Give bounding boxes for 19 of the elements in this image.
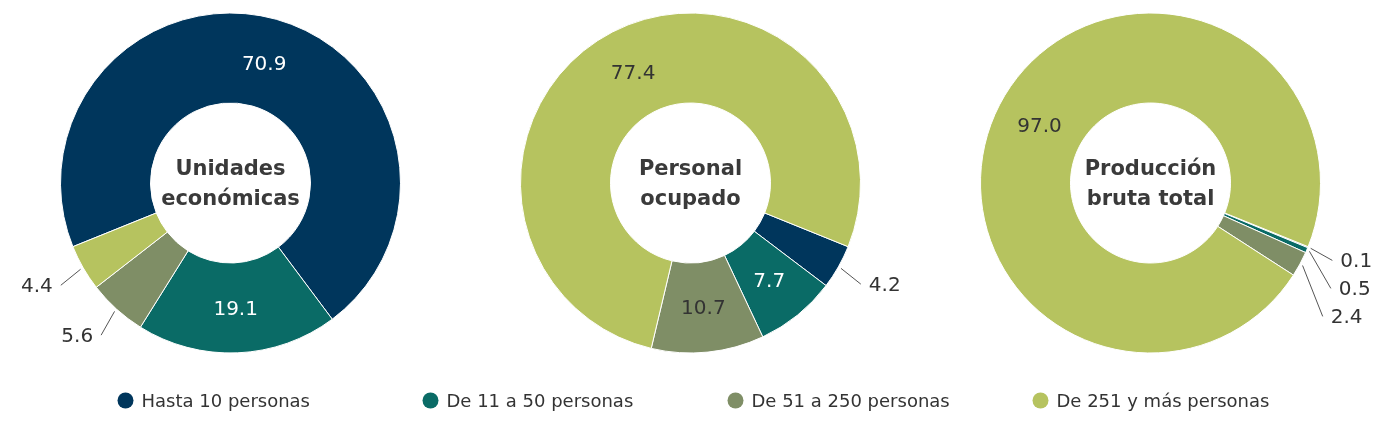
data-label: 10.7 — [681, 295, 726, 320]
data-label: 97.0 — [1017, 113, 1062, 138]
data-label: 7.7 — [753, 268, 786, 293]
data-label: 5.6 — [61, 323, 94, 348]
text: Personal ocupado — [638, 156, 743, 210]
data-label: 0.1 — [1340, 248, 1373, 273]
data-label: 4.4 — [21, 273, 53, 298]
text: Producción bruta total — [1084, 156, 1217, 210]
legend-label: Hasta 10 personas — [141, 390, 310, 411]
text: Unidades económicas — [161, 156, 300, 210]
legend-label: De 251 y más personas — [1056, 390, 1270, 411]
data-label: 4.2 — [868, 272, 901, 297]
data-label: 2.4 — [1330, 304, 1363, 329]
data-label: 0.5 — [1338, 276, 1371, 301]
data-label: 77.4 — [610, 59, 656, 84]
data-label: 19.1 — [213, 295, 258, 320]
legend-label: De 51 a 250 personas — [751, 390, 950, 411]
legend-label: De 11 a 50 personas — [446, 390, 634, 411]
data-label: 70.9 — [241, 50, 287, 75]
